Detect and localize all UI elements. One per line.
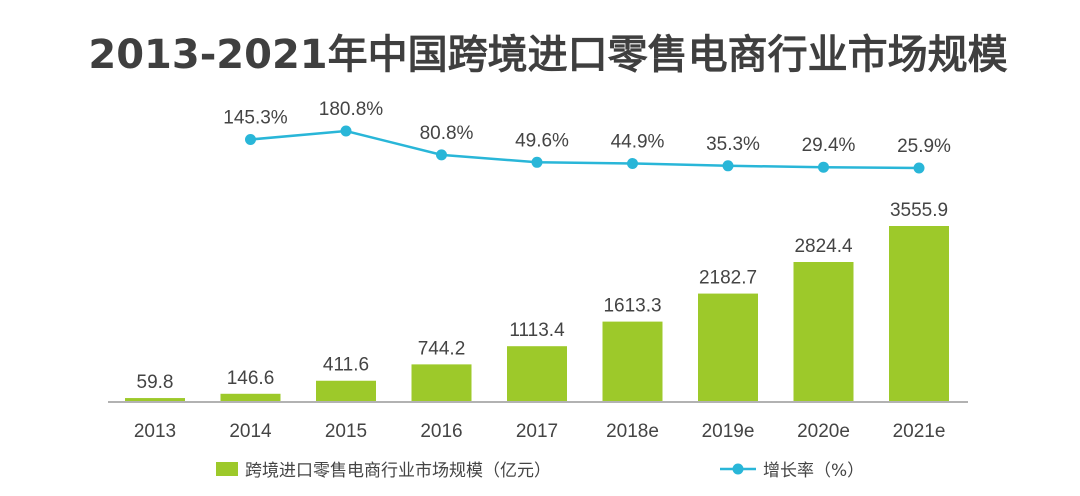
bar-value-label-2013: 59.8 bbox=[137, 372, 174, 393]
bar-2017 bbox=[507, 346, 567, 401]
bar-2016 bbox=[411, 364, 472, 401]
growth-rate-point-2020e bbox=[818, 161, 829, 173]
growth-rate-label-2016: 80.8% bbox=[420, 123, 474, 144]
x-tick-label-2021e: 2021e bbox=[893, 421, 946, 442]
bar-2021e bbox=[889, 226, 949, 401]
x-tick-label-2019e: 2019e bbox=[702, 421, 755, 442]
bar-2019e bbox=[698, 293, 758, 401]
bar-value-label-2015: 411.6 bbox=[323, 355, 369, 376]
growth-rate-label-2017: 49.6% bbox=[515, 130, 569, 151]
x-tick-label-2015: 2015 bbox=[325, 421, 367, 442]
bar-value-label-2017: 1113.4 bbox=[509, 320, 565, 341]
growth-rate-label-2019e: 35.3% bbox=[706, 134, 760, 155]
growth-rate-point-2018e bbox=[627, 158, 638, 169]
growth-rate-point-2019e bbox=[722, 160, 734, 172]
growth-rate-label-2021e: 25.9% bbox=[897, 136, 951, 157]
bar-value-label-2014: 146.6 bbox=[227, 368, 275, 389]
bar-2018e bbox=[602, 321, 663, 401]
growth-rate-label-2014: 145.3% bbox=[223, 108, 288, 129]
growth-rate-point-2017 bbox=[531, 156, 543, 168]
bar-2020e bbox=[793, 262, 854, 401]
growth-rate-line bbox=[250, 129, 920, 170]
growth-rate-point-2016 bbox=[436, 149, 447, 161]
legend-line-label: 增长率（%） bbox=[763, 461, 864, 481]
bar-2014 bbox=[220, 393, 281, 401]
bar-value-label-2016: 744.2 bbox=[418, 338, 466, 359]
bar-value-label-2021e: 3555.9 bbox=[890, 200, 948, 221]
legend-bar-label: 跨境进口零售电商行业市场规模（亿元） bbox=[245, 461, 551, 481]
growth-rate-label-2020e: 29.4% bbox=[802, 135, 856, 156]
bar-value-label-2018e: 1613.3 bbox=[603, 296, 661, 317]
x-tick-label-2017: 2017 bbox=[516, 421, 558, 442]
bar-value-label-2020e: 2824.4 bbox=[794, 236, 853, 257]
x-tick-label-2014: 2014 bbox=[229, 421, 272, 442]
growth-rate-point-2021e bbox=[913, 162, 925, 174]
x-tick-label-2018e: 2018e bbox=[606, 421, 659, 442]
growth-rate-label-2015: 180.8% bbox=[319, 99, 384, 120]
growth-rate-point-2015 bbox=[340, 125, 352, 137]
ticks-layer: 2013 2014 2015 2016 2017 2018e 2019e 2020e 2021e bbox=[134, 421, 946, 442]
bars-layer: 59.8 146.6 411.6 744.2 1113.4 1613.3 2182.7 282… bbox=[125, 200, 949, 401]
legend-bar-swatch bbox=[216, 462, 238, 476]
x-tick-label-2016: 2016 bbox=[420, 421, 462, 442]
bar-2013 bbox=[125, 398, 185, 401]
growth-rate-point-2014 bbox=[245, 134, 256, 145]
bar-2015 bbox=[316, 380, 376, 401]
rate-line-layer: 145.3% 180.8% 80.8% 49.6% 44.9% 35.3% 29.4% 25.… bbox=[223, 99, 951, 174]
bar-value-label-2019e: 2182.7 bbox=[699, 268, 757, 289]
legend: 跨境进口零售电商行业市场规模（亿元） 增长率（%） bbox=[216, 461, 864, 481]
growth-rate-label-2018e: 44.9% bbox=[611, 132, 665, 153]
chart-title: 2013-2021年中国跨境进口零售电商行业市场规模 bbox=[88, 32, 1007, 78]
legend-line-marker bbox=[732, 463, 744, 475]
x-tick-label-2013: 2013 bbox=[134, 421, 176, 442]
x-tick-label-2020e: 2020e bbox=[797, 421, 850, 442]
